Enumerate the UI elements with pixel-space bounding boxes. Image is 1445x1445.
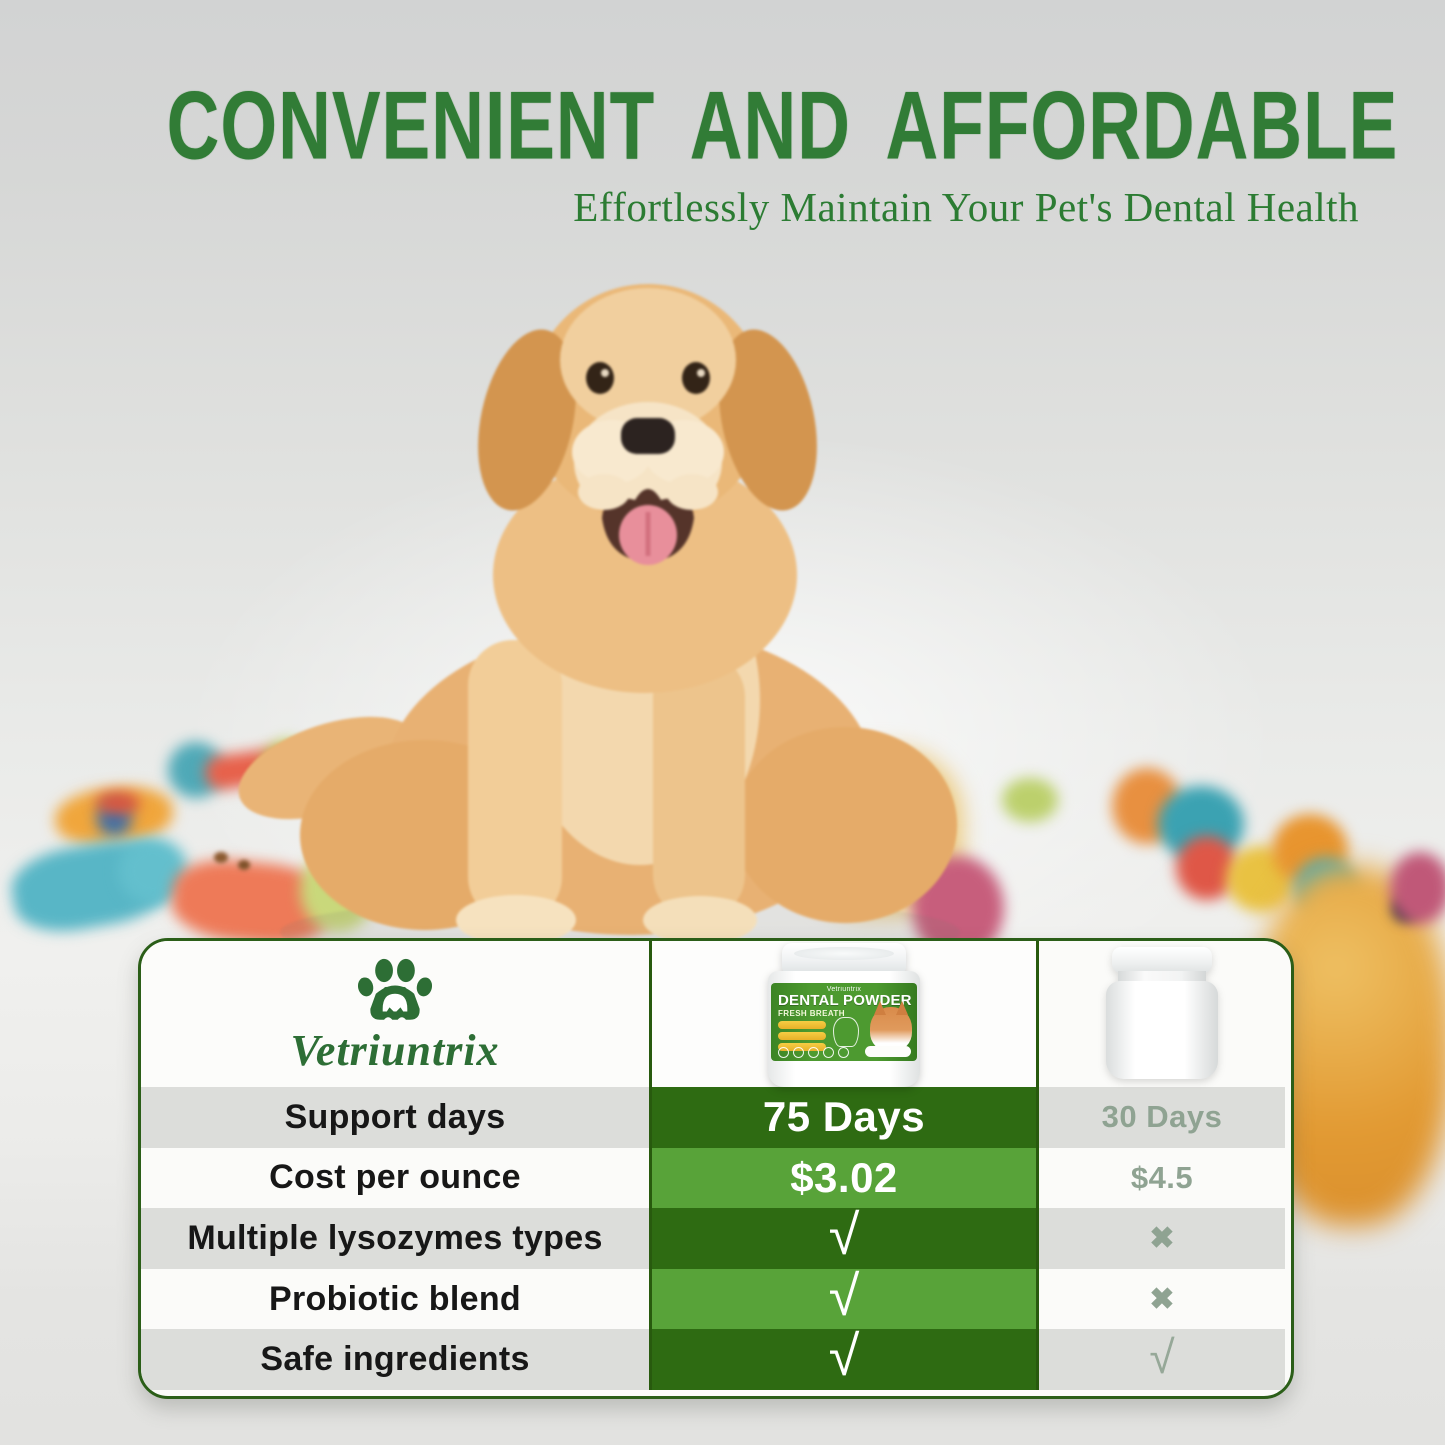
plain-jar-image (1106, 947, 1218, 1079)
row-theirs-value: $4.5 (1039, 1147, 1285, 1209)
jar-label: Vetriuntrix DENTAL POWDER FRESH BREATH (771, 983, 917, 1061)
corgi-illustration (870, 1007, 912, 1051)
row-ours-value: 75 Days (649, 1087, 1039, 1148)
toy-ring-red-center (96, 792, 140, 814)
headline: CONVENIENT AND AFFORDABLE (166, 72, 1399, 180)
row-theirs-value: 30 Days (1039, 1087, 1285, 1148)
paw-icon (357, 958, 433, 1020)
cross-icon: ✖ (1149, 1282, 1175, 1316)
row-ours-check: √ (649, 1324, 1039, 1390)
subheadline: Effortlessly Maintain Your Pet's Dental … (573, 184, 1359, 230)
cross-icon: ✖ (1149, 1221, 1175, 1255)
row-theirs-cross: ✖ (1039, 1208, 1285, 1269)
jar-label-icons (778, 1047, 849, 1058)
plain-jar-body (1106, 981, 1218, 1079)
row-label: Safe ingredients (141, 1329, 649, 1390)
row-theirs-cross: ✖ (1039, 1268, 1285, 1330)
brand-name: Vetriuntrix (290, 1026, 500, 1075)
jar-label-title: DENTAL POWDER (778, 992, 912, 1009)
jar-label-subtitle: FRESH BREATH (778, 1008, 845, 1018)
row-ours-check: √ (649, 1264, 1039, 1330)
row-label: Probiotic blend (141, 1268, 649, 1330)
jar-body: Vetriuntrix DENTAL POWDER FRESH BREATH (768, 971, 920, 1087)
toy-ball-lime-small (1002, 778, 1058, 822)
check-icon: √ (828, 1263, 860, 1327)
row-theirs-check: √ (1039, 1329, 1285, 1390)
plain-jar-lid (1112, 947, 1212, 973)
jar-lid (782, 943, 906, 973)
kibble-bit (214, 852, 228, 863)
row-label: Cost per ounce (141, 1147, 649, 1209)
check-icon: √ (1149, 1330, 1175, 1383)
kibble-bit (238, 860, 250, 870)
tooth-illustration (833, 1017, 859, 1047)
jar-label-brand: Vetriuntrix (826, 986, 862, 993)
jar-label-netwt-pill (865, 1046, 911, 1057)
row-label: Support days (141, 1087, 649, 1148)
check-icon: √ (828, 1202, 860, 1266)
plain-jar-neck (1118, 971, 1206, 983)
brand-header-cell: Vetriuntrix (141, 941, 649, 1087)
row-ours-check: √ (649, 1203, 1039, 1269)
row-label: Multiple lysozymes types (141, 1208, 649, 1269)
row-ours-value: $3.02 (649, 1147, 1039, 1209)
check-icon: √ (828, 1324, 860, 1388)
comparison-table: Vetriuntrix Vetriuntrix DENTAL POWDER FR… (138, 938, 1294, 1399)
product-header-cell: Vetriuntrix DENTAL POWDER FRESH BREATH (649, 941, 1039, 1087)
jar-label-bullets (771, 1020, 917, 1051)
competitor-header-cell (1039, 941, 1285, 1087)
product-jar-image: Vetriuntrix DENTAL POWDER FRESH BREATH (768, 943, 920, 1087)
toy-ball-magenta2 (1390, 852, 1445, 924)
